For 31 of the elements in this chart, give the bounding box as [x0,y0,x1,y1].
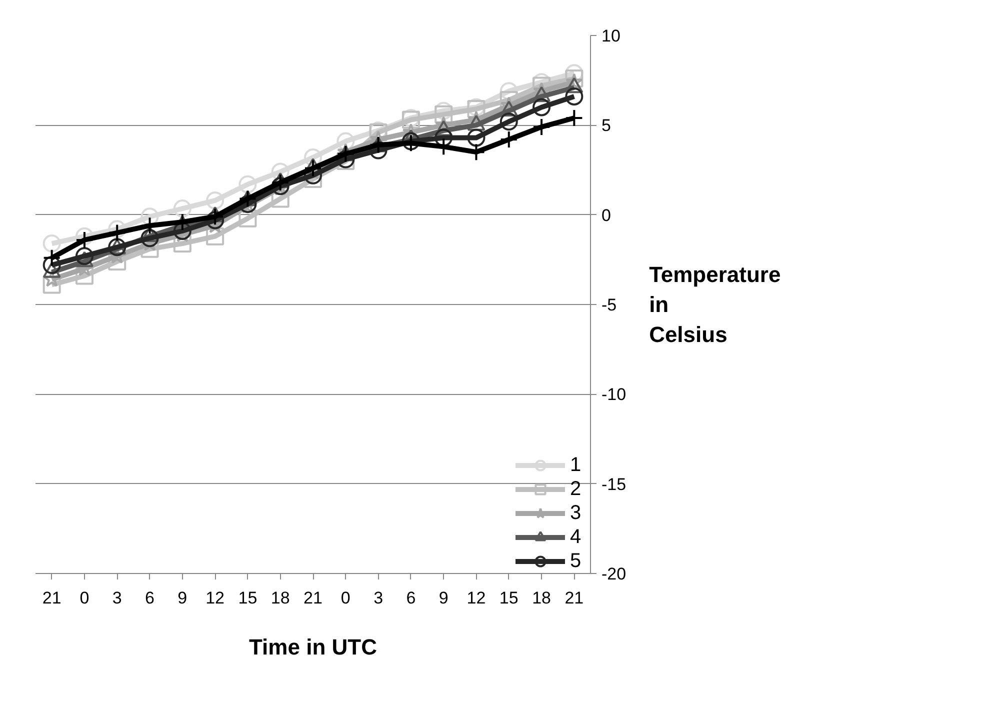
x-tick-label: 18 [270,588,290,608]
x-tick-label: 15 [238,588,258,608]
x-tick-label: 3 [112,588,122,608]
legend-label: 4 [570,525,582,549]
x-tick-label: 0 [80,588,90,608]
y-tick-label: 10 [602,26,620,46]
legend-label: 2 [570,477,582,501]
legend-label: 1 [570,453,582,477]
x-tick-label: 12 [206,588,225,608]
x-tick-label: 21 [304,588,322,608]
x-axis-title: Time in UTC [249,634,378,660]
y-tick-label: 5 [602,116,611,136]
y-tick-label: -20 [602,564,626,584]
x-tick-label: 18 [532,588,551,608]
x-tick-label: 21 [564,588,584,608]
x-tick-label: 6 [406,588,416,608]
legend-label: 5 [570,549,582,573]
y-tick-label: -15 [602,474,626,494]
x-tick-label: 9 [438,588,448,608]
x-tick-label: 6 [145,588,155,608]
x-tick-label: 0 [340,588,350,608]
y-axis-title: Temperature in Celsius [649,262,781,347]
x-tick-label: 12 [466,588,486,608]
x-tick-label: 21 [42,588,62,608]
x-tick-label: 15 [499,588,518,608]
y-tick-label: -5 [602,296,617,314]
legend-label: 3 [570,501,582,525]
y-tick-label: 0 [602,206,611,225]
y-tick-label: -10 [602,385,626,404]
x-tick-label: 9 [178,588,188,608]
x-tick-label: 3 [374,588,384,608]
